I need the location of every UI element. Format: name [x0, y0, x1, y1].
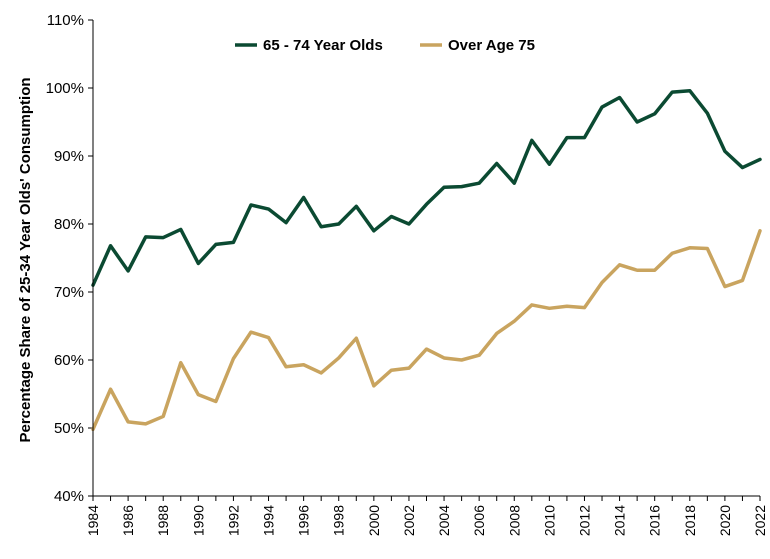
x-tick-label: 1984 [85, 505, 101, 536]
x-tick-label: 2016 [647, 505, 663, 536]
x-tick-label: 2000 [366, 505, 382, 536]
x-tick-label: 2014 [612, 505, 628, 536]
y-axis-label: Percentage Share of 25-34 Year Olds' Con… [17, 77, 34, 442]
legend-label: Over Age 75 [448, 37, 535, 54]
x-tick-label: 2018 [682, 505, 698, 536]
x-tick-label: 2002 [401, 505, 417, 536]
x-tick-label: 1992 [225, 505, 241, 536]
series-line-1 [91, 88, 762, 287]
x-tick-label: 2012 [576, 505, 592, 536]
x-tick-label: 2022 [752, 505, 768, 536]
y-tick-label: 70% [54, 284, 84, 301]
x-tick-label: 2008 [506, 505, 522, 536]
y-tick-label: 90% [54, 148, 84, 165]
y-tick-label: 80% [54, 216, 84, 233]
y-tick-label: 40% [54, 488, 84, 505]
y-axis-ticks: 40% 50% 60% 70% 80% 90% 100% 110% [46, 12, 93, 505]
legend: 65 - 74 Year Olds Over Age 75 [235, 37, 535, 54]
x-tick-label: 2020 [717, 505, 733, 536]
y-tick-label: 100% [46, 80, 84, 97]
x-tick-label: 1998 [331, 505, 347, 536]
legend-label: 65 - 74 Year Olds [263, 37, 383, 54]
x-tick-label: 2006 [471, 505, 487, 536]
series-line-2 [91, 229, 762, 432]
y-tick-label: 110% [47, 12, 84, 29]
series-lines [91, 88, 762, 432]
y-tick-label: 50% [54, 420, 84, 437]
y-tick-label: 60% [54, 352, 84, 369]
x-tick-label: 1994 [261, 505, 277, 536]
x-tick-label: 1988 [155, 505, 171, 536]
x-tick-label: 1986 [120, 505, 136, 536]
x-tick-label: 1996 [296, 505, 312, 536]
x-axis-ticks: 1984 1986 1988 1990 1992 1994 1996 1998 2000 2002… [85, 496, 768, 536]
x-tick-label: 2010 [541, 505, 557, 536]
x-tick-label: 2004 [436, 505, 452, 536]
x-tick-label: 1990 [190, 505, 206, 536]
